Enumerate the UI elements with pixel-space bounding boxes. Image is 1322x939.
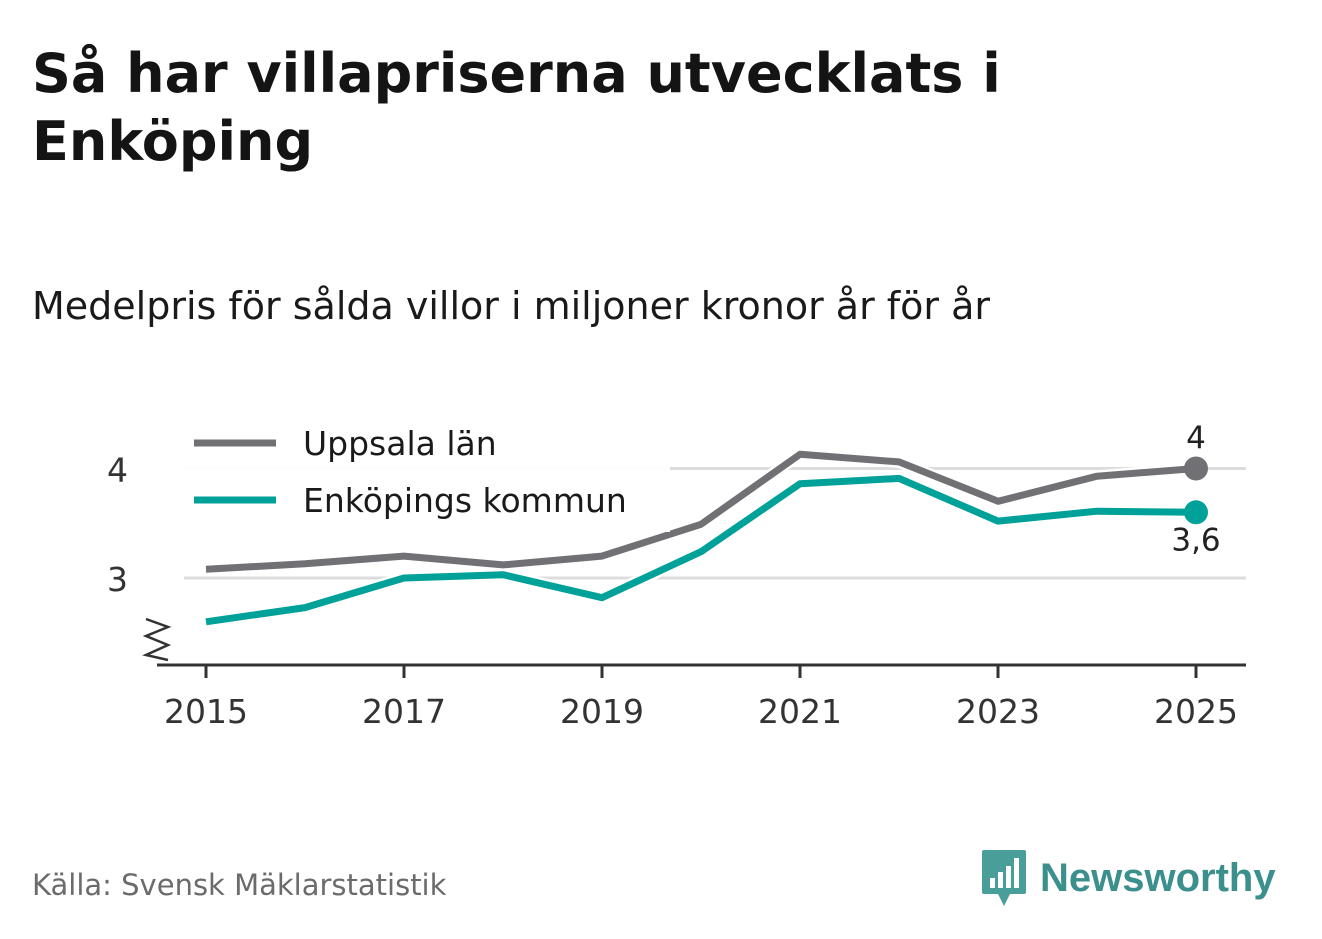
x-tick-label-2015: 2015: [164, 692, 248, 731]
series-line-0: [205, 450, 1197, 573]
x-tick-label-2019: 2019: [560, 692, 644, 731]
line-chart: 3 4 2015 2017 2019 2021 2023 2025 Uppsala län En…: [107, 420, 1246, 731]
series-line-1: [205, 474, 1197, 626]
x-tick-label-2023: 2023: [956, 692, 1040, 731]
y-tick-label-4: 4: [107, 451, 128, 490]
y-tick-label-3: 3: [107, 560, 128, 599]
newsworthy-logo-icon: [982, 850, 1026, 906]
legend-box: [180, 420, 670, 532]
series-end-point-0: [1184, 456, 1208, 481]
legend-label-1: Enköpings kommun: [303, 481, 627, 520]
series-end-point-1: [1184, 500, 1208, 525]
series-end-label-1: 3,6: [1171, 522, 1220, 558]
x-tick-label-2021: 2021: [758, 692, 842, 731]
x-tick-label-2025: 2025: [1154, 692, 1238, 731]
legend-label-0: Uppsala län: [303, 424, 497, 463]
axis-break-marker: [142, 617, 172, 662]
x-tick-label-2017: 2017: [362, 692, 446, 731]
brand[interactable]: Newsworthy: [980, 848, 1276, 908]
source-note: Källa: Svensk Mäklarstatistik: [32, 868, 447, 902]
series-end-label-0: 4: [1186, 421, 1206, 457]
chart-subtitle: Medelpris för sålda villor i miljoner kr…: [32, 284, 991, 328]
chart-title: Så har villapriserna utvecklats i Enköpi…: [32, 42, 1001, 173]
brand-name: Newsworthy: [1040, 855, 1276, 900]
